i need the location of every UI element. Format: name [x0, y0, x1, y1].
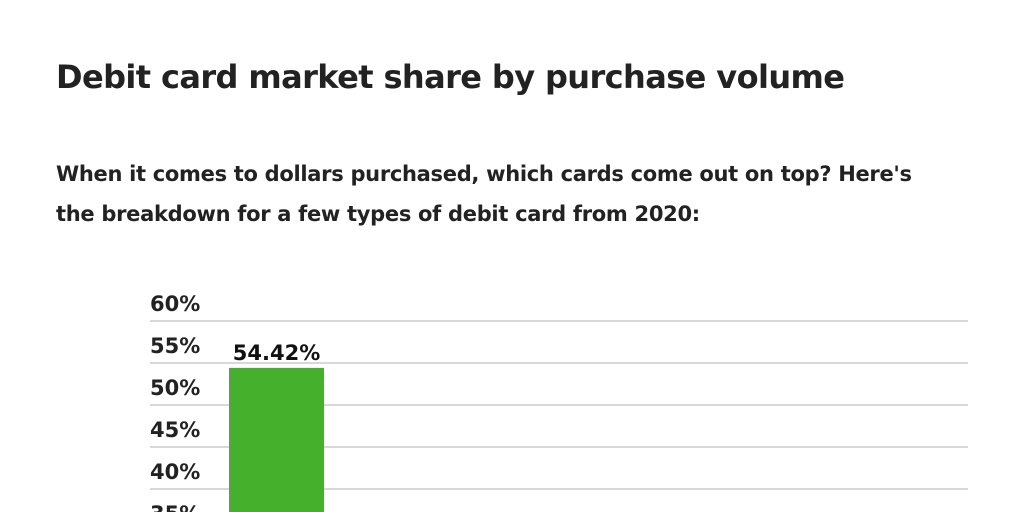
chart-subtitle: When it comes to dollars purchased, whic…: [56, 162, 912, 226]
y-tick-label: 50%: [150, 376, 200, 400]
y-tick-label: 45%: [150, 418, 200, 442]
y-tick-label: 55%: [150, 334, 200, 358]
chart-title: Debit card market share by purchase volu…: [56, 58, 845, 96]
y-tick-label: 35%: [150, 502, 200, 512]
bars: [229, 367, 324, 512]
bar-value-label: 54.42%: [233, 341, 320, 365]
y-tick-label: 60%: [150, 292, 200, 316]
data-labels: 54.42%: [233, 341, 320, 365]
bar: [229, 367, 324, 512]
y-tick-label: 40%: [150, 460, 200, 484]
y-axis-ticks: 60% 55% 50% 45% 40% 35%: [150, 292, 200, 512]
